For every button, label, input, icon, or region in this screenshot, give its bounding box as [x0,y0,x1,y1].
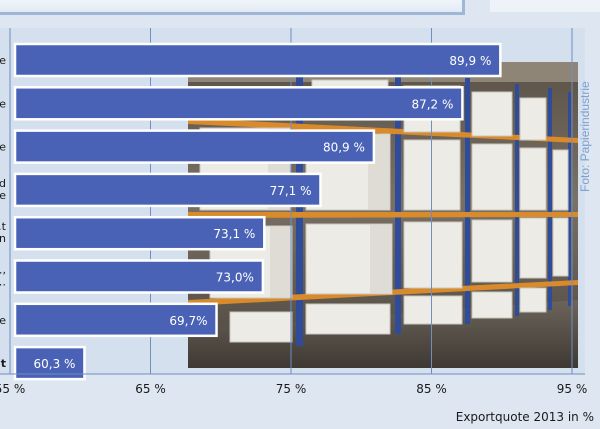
bar-3 [13,129,376,164]
x-axis-title: Exportquote 2013 in % [455,410,594,424]
bars: 89,9 % 87,2 % 80,9 % 77,1 % 73,1 % 73,0% 69,7%… [13,42,502,381]
x-tick-label-65: 65 % [135,382,166,396]
category-label-5: …n [0,232,6,245]
category-label-6: … [0,276,6,289]
bar-6 [13,259,265,294]
bar-value-label-5: 73,1 % [213,227,255,241]
category-label-7: …e [0,314,6,327]
bar-value-label-8: 60,3 % [34,357,76,371]
bar-value-label-6: 73,0% [216,271,254,285]
category-label-3: …e [0,141,6,154]
bar-value-label-2: 87,2 % [411,97,453,111]
category-label-5: …t [0,220,7,233]
bar-1 [13,42,502,78]
x-tick-label-75: 75 % [276,382,307,396]
x-tick-labels: 55 % 65 % 75 % 85 % 95 % [0,382,587,396]
bar-value-label-3: 80,9 % [323,141,365,155]
top-panels [0,0,600,15]
x-tick-label-55: 55 % [0,382,25,396]
category-label-1: …e [0,54,6,67]
bar-2 [13,86,464,121]
bar-value-label-1: 89,9 % [449,54,491,68]
x-tick-label-95: 95 % [557,382,588,396]
category-labels: …e…e…e…d…e…t…n…,……e…t [0,54,7,370]
category-label-4: …e [0,189,6,202]
bar-value-label-4: 77,1 % [270,184,312,198]
category-label-6: …, [0,264,6,277]
category-label-4: …d [0,177,6,190]
photo-credit: Foto: Papierindustrie [578,81,592,192]
x-tick-label-85: 85 % [416,382,447,396]
bar-5 [13,215,266,251]
bar-7 [13,302,218,338]
category-label-8: …t [0,357,6,370]
bar-4 [13,172,322,208]
category-label-2: …e [0,97,6,110]
bar-value-label-7: 69,7% [169,314,207,328]
